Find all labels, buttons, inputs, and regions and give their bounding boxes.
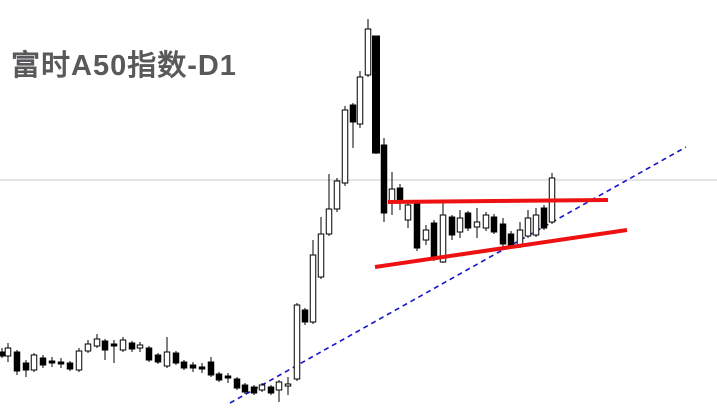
candle-body-down — [380, 144, 388, 214]
candle-body-down — [413, 202, 421, 249]
candle-body-up — [275, 381, 283, 391]
trendline-support-rising — [374, 228, 628, 269]
candle-body-up — [333, 180, 341, 210]
candle-body-up — [456, 217, 464, 233]
candle-body-up — [473, 221, 481, 228]
trendline-resistance-horizontal — [387, 198, 609, 204]
candle-body-up — [30, 354, 38, 371]
candle-body-down — [198, 366, 206, 370]
candle-body-up — [341, 109, 349, 184]
candle-body-up — [284, 383, 292, 387]
candle-body-down — [180, 361, 188, 369]
candle-body-down — [267, 386, 275, 394]
candle-body-up — [532, 214, 540, 236]
candle-body-down — [499, 223, 507, 245]
candle-body-up — [356, 76, 364, 125]
candle-body-up — [364, 28, 372, 76]
candle-body-down — [128, 342, 136, 350]
trendline-uptrend-dashed — [229, 146, 687, 404]
candle-body-down — [540, 207, 548, 229]
candle-body-down — [13, 351, 21, 372]
candle-body-down — [39, 357, 47, 366]
candle-body-down — [349, 104, 357, 123]
candle-body-down — [507, 233, 515, 247]
candle-body-down — [207, 361, 215, 376]
candle-body-down — [233, 378, 241, 389]
candle-body-down — [372, 35, 380, 154]
candle-body-up — [404, 204, 412, 221]
candle-body-up — [293, 304, 301, 380]
candle-body-up — [75, 350, 83, 371]
candle-body-down — [48, 360, 56, 364]
candle-body-down — [57, 361, 65, 365]
chart-title: 富时A50指数-D1 — [11, 50, 237, 82]
candle-body-up — [136, 344, 144, 349]
candle-body-up — [309, 254, 317, 323]
candle-body-up — [93, 338, 101, 347]
candle-body-down — [490, 216, 498, 233]
candle-body-up — [84, 343, 92, 352]
candle-body-down — [396, 187, 404, 201]
candle-body-up — [317, 233, 325, 278]
candle-body-down — [66, 362, 74, 370]
candle-body-down — [145, 347, 153, 361]
candle-body-up — [4, 347, 12, 357]
candle-body-up — [439, 214, 447, 263]
candle-body-down — [172, 352, 180, 364]
candle-body-down — [101, 340, 109, 351]
candle-body-down — [110, 343, 118, 347]
candle-body-up — [325, 208, 333, 235]
candle-body-down — [241, 384, 249, 393]
candle-body-up — [163, 351, 171, 367]
candle-body-up — [119, 339, 127, 351]
candle-body-down — [215, 373, 223, 381]
candle-body-down — [430, 222, 438, 260]
candle-body-down — [154, 354, 162, 363]
candle-body-down — [448, 216, 456, 236]
candle-body-down — [224, 375, 232, 379]
candle-body-down — [0, 351, 6, 357]
candle-body-down — [189, 364, 197, 369]
candle-body-up — [258, 384, 266, 391]
candle-body-down — [464, 212, 472, 229]
candle-body-up — [422, 229, 430, 241]
candle-body-down — [250, 386, 258, 394]
candle-body-up — [524, 217, 532, 237]
candle-body-down — [301, 309, 309, 323]
candle-body-down — [22, 362, 30, 371]
candle-body-up — [482, 214, 490, 229]
